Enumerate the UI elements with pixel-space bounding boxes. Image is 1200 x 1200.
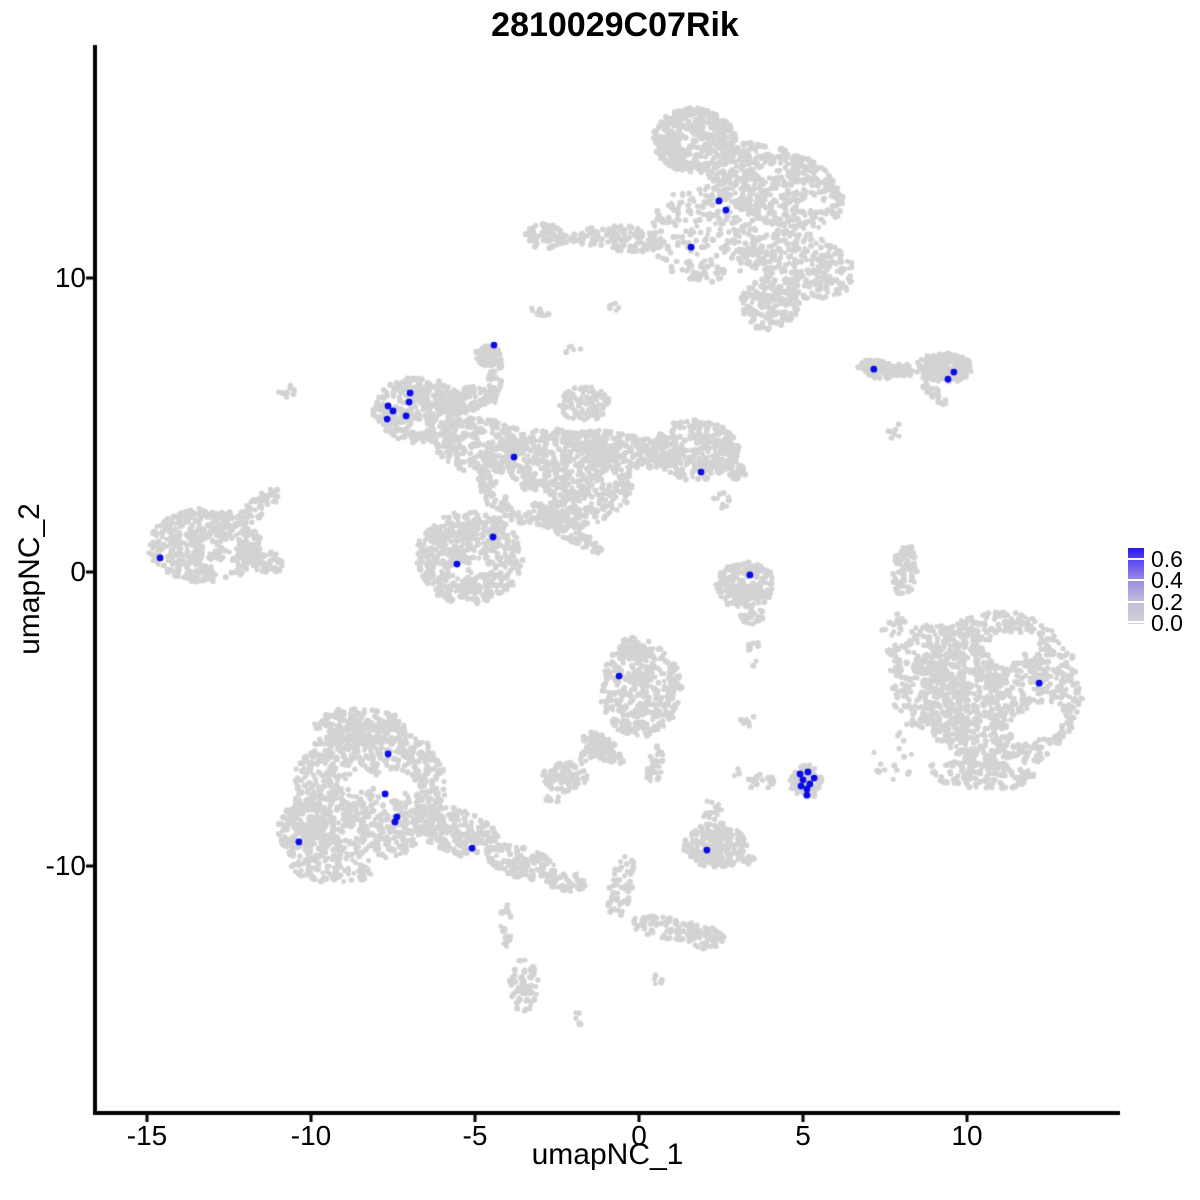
y-tick-label: 0 bbox=[70, 556, 86, 587]
x-tick-label: 10 bbox=[951, 1120, 983, 1151]
x-tick-label: 5 bbox=[795, 1120, 811, 1151]
legend-tick-label: 0.2 bbox=[1151, 588, 1183, 615]
x-axis-title: umapNC_1 bbox=[531, 1138, 684, 1171]
x-tick-label: -10 bbox=[290, 1120, 332, 1151]
plot-title: 2810029C07Rik bbox=[491, 6, 739, 44]
y-tick-label: 10 bbox=[54, 262, 86, 293]
legend-tick-mark bbox=[1128, 579, 1144, 582]
legend-tick-label: 0.0 bbox=[1151, 610, 1183, 636]
legend-gradient-bar bbox=[1128, 548, 1144, 624]
x-tick-label: -15 bbox=[126, 1120, 168, 1151]
legend-tick-label: 0.6 bbox=[1151, 546, 1183, 573]
x-tick-label: -5 bbox=[462, 1120, 488, 1151]
y-tick-label: -10 bbox=[45, 850, 86, 881]
legend-tick-label: 0.4 bbox=[1151, 567, 1183, 594]
legend-tick-mark bbox=[1128, 600, 1144, 603]
legend-tick-mark bbox=[1128, 621, 1144, 623]
legend-tick-mark bbox=[1128, 558, 1144, 561]
x-tick-label: 0 bbox=[631, 1120, 647, 1151]
